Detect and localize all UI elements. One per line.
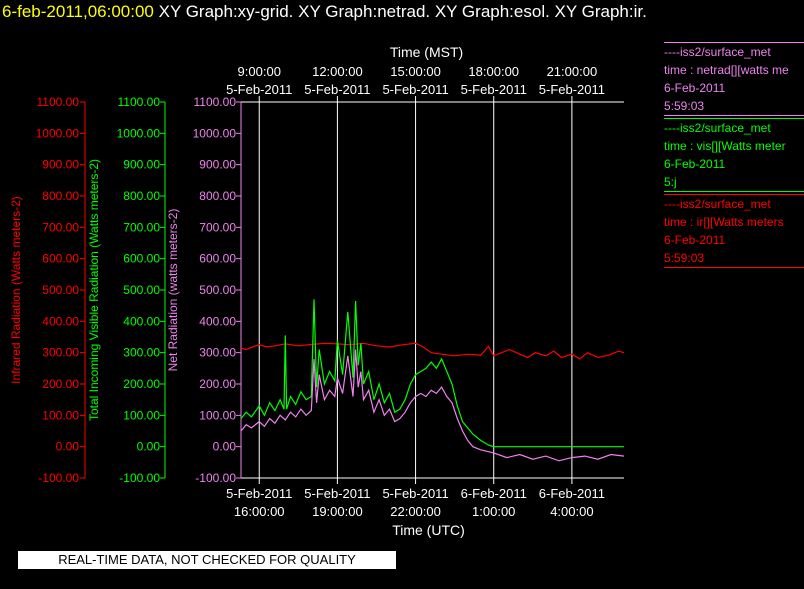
netrad-y-tick-label: 300.00 [199,346,236,360]
vis-y-tick-label: 800.00 [123,189,160,203]
legend-entry-line: 6-Feb-2011 [664,157,726,171]
ir-y-tick-label: 900.00 [42,158,79,172]
ir-y-tick-label: 400.00 [42,314,79,328]
netrad-y-tick-label: 200.00 [199,377,236,391]
top-axis-tick-time: 15:00:00 [390,64,441,79]
ir-y-tick-label: 300.00 [42,346,79,360]
vis-y-tick-label: 0.00 [137,440,161,454]
ir-y-tick-label: 800.00 [42,189,79,203]
netrad-y-tick-label: 900.00 [199,158,236,172]
netrad-y-tick-label: 600.00 [199,252,236,266]
top-axis-tick-time: 9:00:00 [238,64,281,79]
vis-y-tick-label: 900.00 [123,158,160,172]
bottom-axis-tick-date: 5-Feb-2011 [226,486,292,501]
netrad-y-tick-label: 100.00 [199,408,236,422]
top-axis-tick-time: 12:00:00 [312,64,363,79]
legend-entry-line: ----iss2/surface_met [664,121,771,135]
ir-y-tick-label: 1000.00 [36,126,80,140]
ir-series-line [240,342,625,360]
ir-y-tick-label: 200.00 [42,377,79,391]
ir-y-tick-label: -100.00 [38,471,79,485]
top-axis-tick-time: 18:00:00 [468,64,519,79]
bottom-axis-tick-time: 1:00:00 [472,504,515,519]
top-axis-tick-date: 5-Feb-2011 [226,82,292,97]
top-axis-title: Time (MST) [390,44,463,60]
vis-series-line [240,299,624,448]
netrad-y-tick-label: 800.00 [199,189,236,203]
graph-title-bar: 6-feb-2011,06:00:00 XY Graph:xy-grid. XY… [2,1,647,23]
ir-y-tick-label: 0.00 [56,440,80,454]
netrad-y-tick-label: 0.00 [213,440,237,454]
legend-entry-line: time : netrad[][watts me [664,63,789,77]
ir-y-tick-label: 600.00 [42,252,79,266]
vis-y-tick-label: 300.00 [123,346,160,360]
bottom-axis-tick-time: 22:00:00 [390,504,441,519]
top-axis-tick-date: 5-Feb-2011 [304,82,370,97]
vis-y-tick-label: -100.00 [119,471,160,485]
netrad-y-tick-label: -100.00 [195,471,236,485]
legend-entry-line: time : ir[][Watts meters [664,215,784,229]
quality-notice: REAL-TIME DATA, NOT CHECKED FOR QUALITY [18,551,396,569]
vis-y-tick-label: 200.00 [123,377,160,391]
top-axis-tick-date: 5-Feb-2011 [382,82,448,97]
ir-y-tick-label: 1100.00 [37,95,80,109]
netrad-y-tick-label: 500.00 [199,283,236,297]
netrad-y-tick-label: 700.00 [199,220,236,234]
title-date: 6-feb-2011,06:00:00 [2,2,154,21]
vis-y-tick-label: 100.00 [123,408,160,422]
bottom-axis-tick-time: 4:00:00 [550,504,593,519]
legend-entry-line: 5:j [664,175,677,189]
top-axis-tick-time: 21:00:00 [547,64,598,79]
netrad-y-axis-title: Net Radiation (watts meters-2) [166,209,180,372]
bottom-axis-tick-time: 16:00:00 [234,504,285,519]
ir-y-tick-label: 700.00 [42,220,79,234]
legend-entry-line: 5:59:03 [664,251,705,265]
title-graph-list: XY Graph:xy-grid. XY Graph:netrad. XY Gr… [158,2,647,21]
legend-entry-line: time : vis[][Watts meter [664,139,786,153]
vis-y-tick-label: 600.00 [123,252,160,266]
netrad-y-tick-label: 1000.00 [193,126,237,140]
ir-y-tick-label: 500.00 [42,283,79,297]
bottom-axis-tick-date: 5-Feb-2011 [382,486,448,501]
ir-y-tick-label: 100.00 [42,408,79,422]
vis-y-axis-title: Total Incoming Visible Radiation (Watts … [87,159,101,421]
legend-entry-line: ----iss2/surface_met [664,45,771,59]
top-axis-tick-date: 5-Feb-2011 [539,82,605,97]
top-axis-tick-date: 5-Feb-2011 [461,82,527,97]
netrad-y-tick-label: 400.00 [199,314,236,328]
legend-entry-line: 6-Feb-2011 [664,81,726,95]
vis-y-tick-label: 400.00 [123,314,160,328]
bottom-axis-tick-date: 5-Feb-2011 [304,486,370,501]
vis-y-tick-label: 1000.00 [117,126,161,140]
bottom-axis-title: Time (UTC) [392,522,465,538]
ir-y-axis-title: Infrared Radiation (Watts meters-2) [9,196,23,384]
netrad-series-line [240,349,625,462]
netrad-y-tick-label: 1100.00 [194,95,237,109]
vis-y-tick-label: 1100.00 [118,95,161,109]
bottom-axis-tick-date: 6-Feb-2011 [539,486,605,501]
legend-entry-line: ----iss2/surface_met [664,197,771,211]
legend-entry-line: 5:59:03 [664,99,705,113]
bottom-axis-tick-date: 6-Feb-2011 [461,486,527,501]
vis-y-tick-label: 500.00 [123,283,160,297]
bottom-axis-tick-time: 19:00:00 [312,504,363,519]
vis-y-tick-label: 700.00 [123,220,160,234]
legend-entry-line: 6-Feb-2011 [664,233,726,247]
